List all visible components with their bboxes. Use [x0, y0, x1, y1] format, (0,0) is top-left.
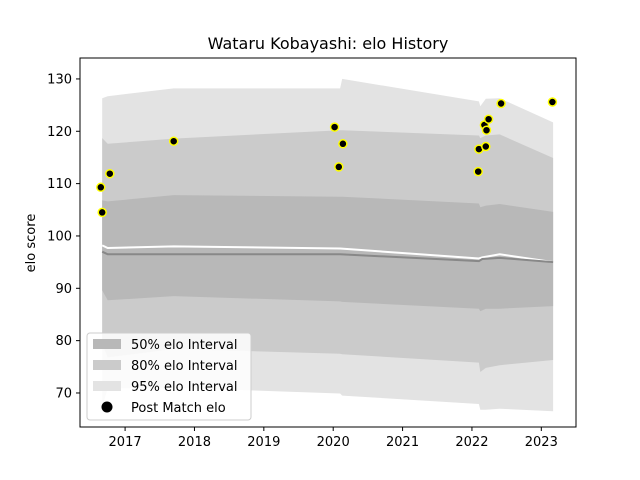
- chart-title: Wataru Kobayashi: elo History: [208, 34, 449, 53]
- y-tick-label: 90: [55, 282, 72, 297]
- legend-marker: [101, 401, 113, 413]
- y-tick-label: 130: [47, 72, 72, 87]
- post-match-point: [168, 136, 179, 146]
- post-match-point: [547, 97, 558, 107]
- x-tick-label: 2017: [109, 435, 142, 450]
- legend-label: 80% elo Interval: [131, 359, 238, 374]
- legend-label: 50% elo Interval: [131, 338, 238, 353]
- post-match-point: [338, 139, 348, 149]
- legend-label: 95% elo Interval: [131, 380, 238, 395]
- y-axis-ticks: 70 80 90 100 110 120 130: [47, 72, 80, 401]
- legend-swatch: [93, 360, 121, 370]
- legend-box: [86, 332, 252, 421]
- post-match-point: [96, 182, 106, 193]
- post-match-point: [496, 98, 506, 109]
- post-match-point: [481, 141, 491, 152]
- interval-bands: [102, 78, 554, 412]
- elo-lines: [101, 244, 554, 264]
- x-tick-label: 2023: [525, 435, 558, 450]
- x-tick-label: 2021: [386, 435, 419, 450]
- post-match-point: [105, 168, 115, 179]
- post-match-point: [483, 114, 494, 124]
- post-match-points: [96, 97, 558, 218]
- plot-frame: [79, 57, 577, 428]
- post-match-point: [473, 166, 483, 177]
- x-tick-label: 2020: [317, 435, 350, 450]
- x-tick-label: 2018: [178, 435, 211, 450]
- legend: 50% elo Interval 80% elo Interval 95% elo …: [86, 332, 252, 421]
- post-match-point: [97, 207, 107, 218]
- elo-line-2: [101, 250, 554, 264]
- legend-swatch: [93, 381, 121, 391]
- x-axis-ticks: 2017 2018 2019 2020 2021 2022 2023: [109, 427, 558, 450]
- legend-swatch: [93, 339, 121, 349]
- elo-line-1: [101, 244, 554, 264]
- band-3: [102, 195, 554, 312]
- x-tick-label: 2022: [455, 435, 488, 450]
- y-tick-label: 110: [47, 177, 72, 192]
- legend-label: Post Match elo: [131, 401, 226, 416]
- y-tick-label: 100: [47, 229, 72, 244]
- y-tick-label: 80: [55, 334, 72, 349]
- post-match-point: [481, 125, 492, 135]
- y-tick-label: 120: [47, 125, 72, 140]
- post-match-point: [334, 162, 344, 172]
- x-tick-label: 2019: [247, 435, 280, 450]
- y-axis-label: elo score: [24, 214, 39, 273]
- y-tick-label: 70: [55, 386, 72, 401]
- post-match-point: [329, 122, 340, 132]
